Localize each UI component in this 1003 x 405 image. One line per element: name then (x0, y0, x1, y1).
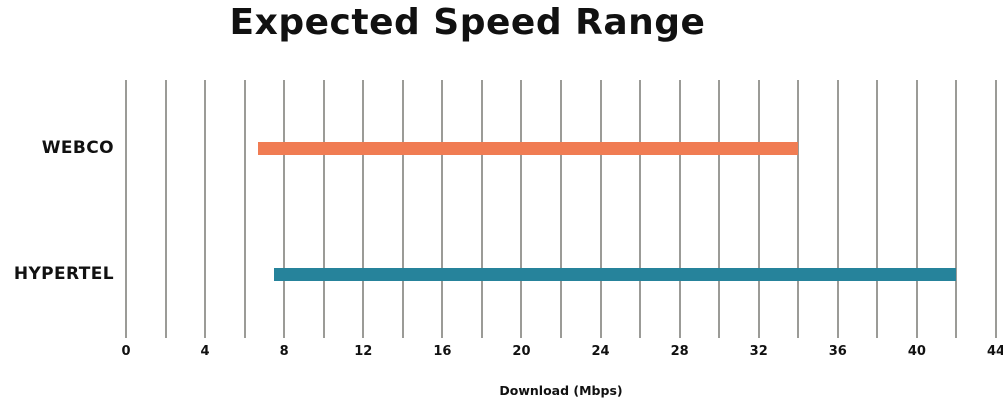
gridline (876, 80, 879, 338)
gridline (757, 80, 760, 338)
x-tick-label: 24 (591, 344, 610, 359)
x-tick-label: 0 (121, 344, 131, 359)
x-tick-label: 16 (433, 344, 452, 359)
range-bar-hypertel (274, 267, 957, 281)
x-tick-label: 36 (828, 344, 847, 359)
gridline (718, 80, 721, 338)
gridline (520, 80, 523, 338)
gridline (678, 80, 681, 338)
x-axis-label: Download (Mbps) (499, 383, 623, 398)
gridline (560, 80, 562, 338)
category-label-webco: WEBCO (41, 138, 114, 159)
gridline (599, 80, 602, 338)
gridline (125, 80, 127, 338)
x-tick-label: 28 (670, 344, 689, 359)
gridline (401, 80, 404, 338)
x-tick-label: 44 (986, 344, 1003, 359)
plot-area (125, 80, 997, 338)
x-tick-label: 40 (907, 344, 926, 359)
gridline (204, 80, 207, 338)
gridline (322, 80, 325, 338)
x-tick-label: 20 (512, 344, 531, 359)
category-axis: WEBCO HYPERTEL (0, 80, 114, 338)
gridline (995, 80, 997, 338)
gridline (639, 80, 642, 338)
x-tick-label: 4 (200, 344, 210, 359)
gridline (243, 80, 246, 338)
x-tick-label: 12 (354, 344, 373, 359)
gridline (797, 80, 800, 338)
range-bar-webco (258, 141, 799, 155)
gridline (441, 80, 444, 338)
x-tick-label: 32 (749, 344, 768, 359)
category-label-hypertel: HYPERTEL (13, 264, 114, 285)
gridline (283, 80, 286, 338)
gridline (915, 80, 918, 338)
gridline (164, 80, 167, 338)
gridline (480, 80, 483, 338)
gridline (836, 80, 839, 338)
x-tick-label: 8 (279, 344, 289, 359)
chart-title: Expected Speed Range (229, 2, 706, 43)
x-tick-row: 0 4 8 12 16 20 24 28 32 36 40 44 (121, 344, 1003, 362)
gridline (362, 80, 365, 338)
gridline (955, 80, 958, 338)
